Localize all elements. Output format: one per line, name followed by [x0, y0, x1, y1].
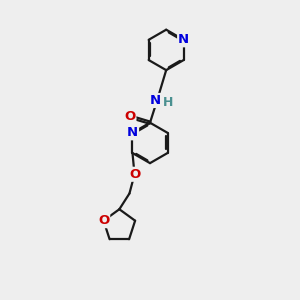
- Text: N: N: [127, 126, 138, 139]
- Text: O: O: [124, 110, 135, 123]
- Text: O: O: [129, 168, 140, 181]
- Text: N: N: [149, 94, 161, 107]
- Text: O: O: [98, 214, 109, 227]
- Text: H: H: [163, 96, 173, 109]
- Text: N: N: [178, 33, 189, 46]
